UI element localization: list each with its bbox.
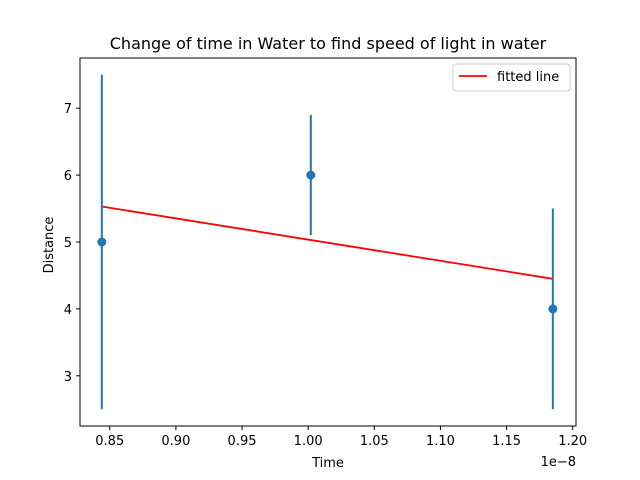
x-tick-label: 0.95 (228, 434, 257, 449)
x-axis-label: Time (311, 456, 344, 471)
legend-box (452, 63, 571, 92)
legend: fitted line (452, 63, 571, 92)
x-offset-label: 1e−8 (541, 455, 576, 470)
y-tick-label: 7 (64, 102, 72, 117)
x-tick-label: 1.20 (558, 434, 587, 449)
chart-title: Change of time in Water to find speed of… (110, 34, 547, 53)
y-tick-label: 3 (64, 370, 72, 385)
x-tick-label: 1.05 (360, 434, 389, 449)
x-axis: 0.85 0.90 0.95 1.00 1.05 1.10 1.15 1.20 (95, 426, 587, 449)
legend-entry-fitted-line: fitted line (497, 70, 559, 85)
x-tick-label: 0.85 (95, 434, 124, 449)
x-tick-label: 1.10 (426, 434, 455, 449)
y-axis: 3 4 5 6 7 (64, 102, 80, 385)
x-tick-label: 0.90 (161, 434, 190, 449)
plot-frame (79, 57, 577, 427)
data-point (306, 170, 316, 180)
fitted-line (101, 205, 553, 280)
series-layer (97, 74, 558, 410)
data-point (548, 304, 558, 314)
y-tick-label: 4 (64, 303, 72, 318)
y-tick-label: 6 (64, 169, 72, 184)
y-tick-label: 5 (64, 236, 72, 251)
data-point (97, 237, 107, 247)
x-tick-label: 1.15 (492, 434, 521, 449)
y-axis-label: Distance (42, 217, 57, 274)
x-tick-label: 1.00 (294, 434, 323, 449)
